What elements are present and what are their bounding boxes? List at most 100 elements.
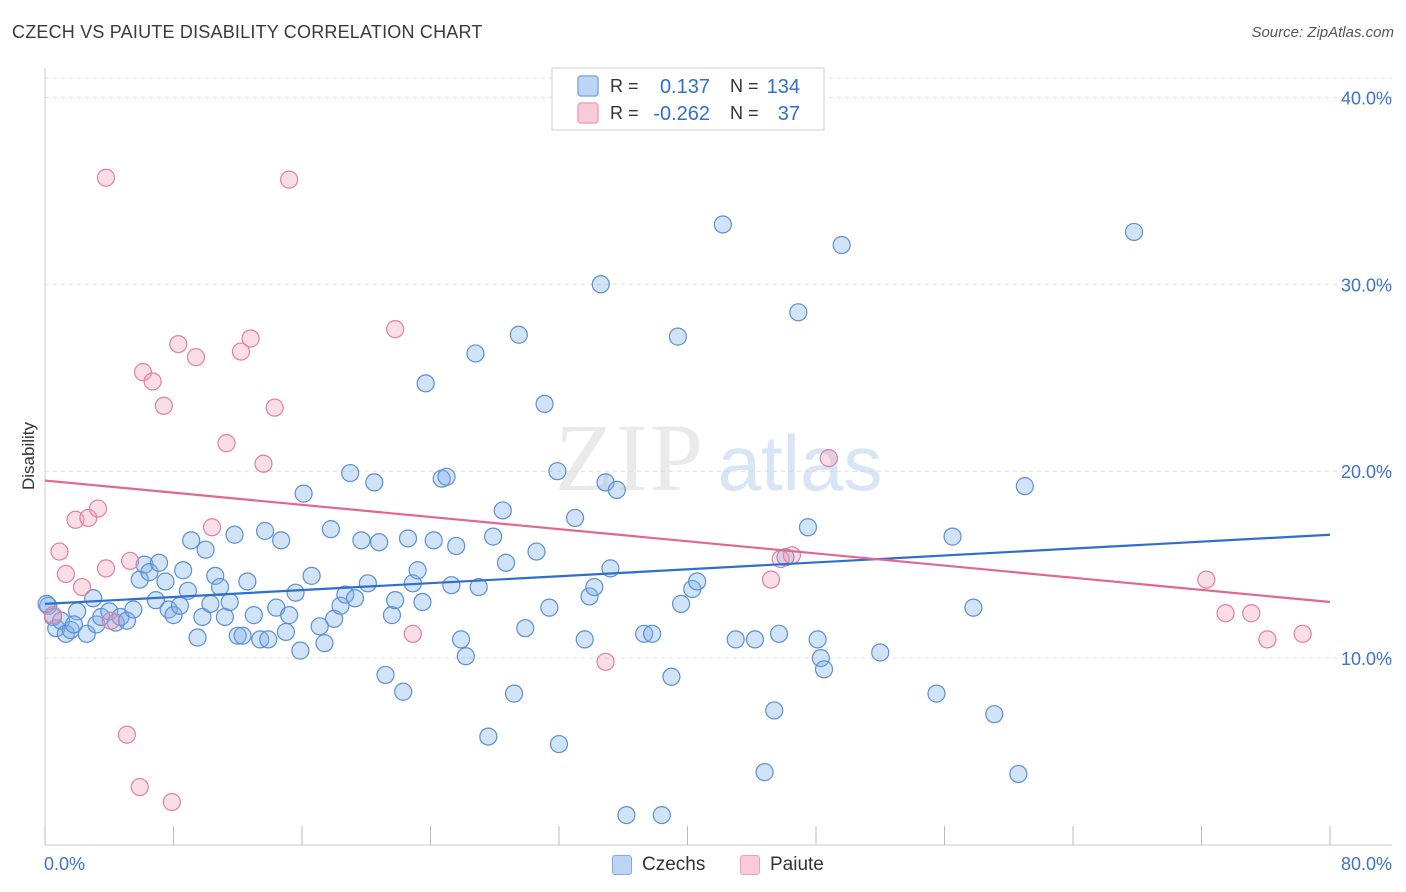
- chart-title: CZECH VS PAIUTE DISABILITY CORRELATION C…: [12, 22, 483, 42]
- legend-label-czechs: Czechs: [642, 854, 706, 875]
- czechs-point: [341, 463, 360, 483]
- czechs-point: [358, 574, 377, 593]
- czechs-point: [607, 480, 626, 499]
- legend-swatch-czechs-bottom: [612, 855, 632, 875]
- czechs-point: [272, 531, 291, 550]
- czechs-point: [159, 600, 178, 619]
- czechs-point: [149, 553, 169, 572]
- legend-item-paiute: Paiute: [740, 850, 824, 880]
- legend-swatch-czechs: [577, 75, 599, 97]
- paiute-point: [133, 363, 153, 382]
- czechs-point: [416, 374, 435, 393]
- czechs-point: [447, 536, 466, 556]
- paiute-point: [202, 518, 222, 537]
- czechs-point: [798, 518, 818, 537]
- legend-n-label-1: N =: [730, 76, 759, 96]
- czechs-point: [811, 648, 830, 668]
- paiute-point: [96, 168, 116, 187]
- paiute-point: [819, 449, 838, 468]
- trend-lines: [44, 479, 1331, 605]
- czechs-point: [516, 619, 535, 638]
- paiute-point: [761, 570, 781, 589]
- czechs-point: [643, 624, 662, 643]
- czechs-point: [688, 572, 707, 591]
- czechs-point: [193, 607, 212, 627]
- czechs-point: [871, 643, 890, 662]
- czechs-point: [140, 563, 159, 582]
- czechs-point: [291, 641, 310, 660]
- czechs-point: [1015, 477, 1034, 496]
- paiute-point: [50, 542, 69, 561]
- y-tick-label: 40.0%: [1341, 88, 1392, 108]
- czechs-point: [765, 701, 784, 720]
- czechs-point: [228, 626, 247, 645]
- paiute-point: [1197, 570, 1216, 589]
- czechs-point: [315, 634, 334, 653]
- czechs-point: [442, 576, 461, 595]
- czechs-point: [540, 598, 559, 617]
- watermark: ZIP atlas: [555, 404, 882, 511]
- czechs-point: [64, 615, 84, 634]
- czechs-point: [789, 303, 808, 322]
- paiute-point: [117, 725, 137, 744]
- czechs-point: [220, 592, 239, 612]
- czechs-point: [286, 583, 305, 602]
- legend-n-label-2: N =: [730, 103, 759, 123]
- series-paiute: [43, 168, 1312, 812]
- czechs-point: [424, 531, 443, 550]
- paiute-point: [43, 606, 63, 625]
- czechs-point: [469, 577, 488, 597]
- legend-n-value-2: 37: [778, 103, 800, 125]
- legend-label-paiute: Paiute: [770, 854, 824, 875]
- paiute-point: [231, 342, 251, 361]
- czechs-point: [671, 594, 691, 613]
- czechs-point: [769, 624, 789, 643]
- czechs-point: [370, 533, 389, 552]
- czechs-point: [484, 527, 503, 546]
- watermark-zip: ZIP: [555, 404, 705, 511]
- czechs-point: [302, 566, 321, 585]
- czechs-point: [310, 617, 329, 636]
- czechs-point: [201, 594, 220, 613]
- legend-swatch-paiute-bottom: [740, 855, 760, 875]
- czechs-point: [964, 598, 983, 617]
- paiute-point: [96, 559, 116, 578]
- x-tick-label: 80.0%: [1341, 854, 1392, 874]
- paiute-point: [72, 577, 92, 597]
- paiute-point: [186, 348, 206, 367]
- paiute-point: [1216, 604, 1235, 623]
- czechs-point: [345, 589, 365, 608]
- czechs-point: [451, 630, 471, 649]
- source-label: Source: ZipAtlas.com: [1251, 24, 1394, 41]
- czechs-point: [321, 520, 341, 539]
- paiute-point: [154, 396, 173, 415]
- czechs-point: [336, 585, 355, 604]
- czechs-point: [548, 462, 567, 481]
- czechs-point: [1124, 222, 1144, 242]
- czechs-point: [466, 344, 485, 363]
- czechs-point: [233, 626, 252, 645]
- paiute-point: [1258, 630, 1277, 649]
- x-tick-label: 0.0%: [44, 854, 85, 874]
- watermark-atlas: atlas: [718, 419, 883, 507]
- legend-r-value-1: 0.137: [660, 76, 710, 98]
- legend-top: R = 0.137 N = 134 R = -0.262 N = 37: [551, 67, 825, 131]
- paiute-point: [265, 398, 284, 417]
- legend-item-czechs: Czechs: [612, 850, 705, 880]
- legend-bottom: Czechs Paiute: [0, 850, 1406, 880]
- paiute-point: [217, 434, 236, 453]
- czechs-point: [244, 606, 263, 625]
- paiute-point: [143, 372, 162, 391]
- czechs-point: [713, 215, 732, 234]
- czechs-point: [196, 540, 215, 559]
- czechs-point: [585, 577, 604, 597]
- paiute-point: [56, 564, 75, 584]
- y-tick-label: 20.0%: [1341, 462, 1392, 482]
- axes: [44, 68, 1392, 846]
- czechs-point: [479, 727, 498, 746]
- czechs-point: [294, 484, 313, 503]
- paiute-point: [169, 334, 188, 354]
- czechs-point: [156, 572, 175, 591]
- czechs-point: [527, 542, 546, 561]
- czechs-point: [100, 602, 119, 621]
